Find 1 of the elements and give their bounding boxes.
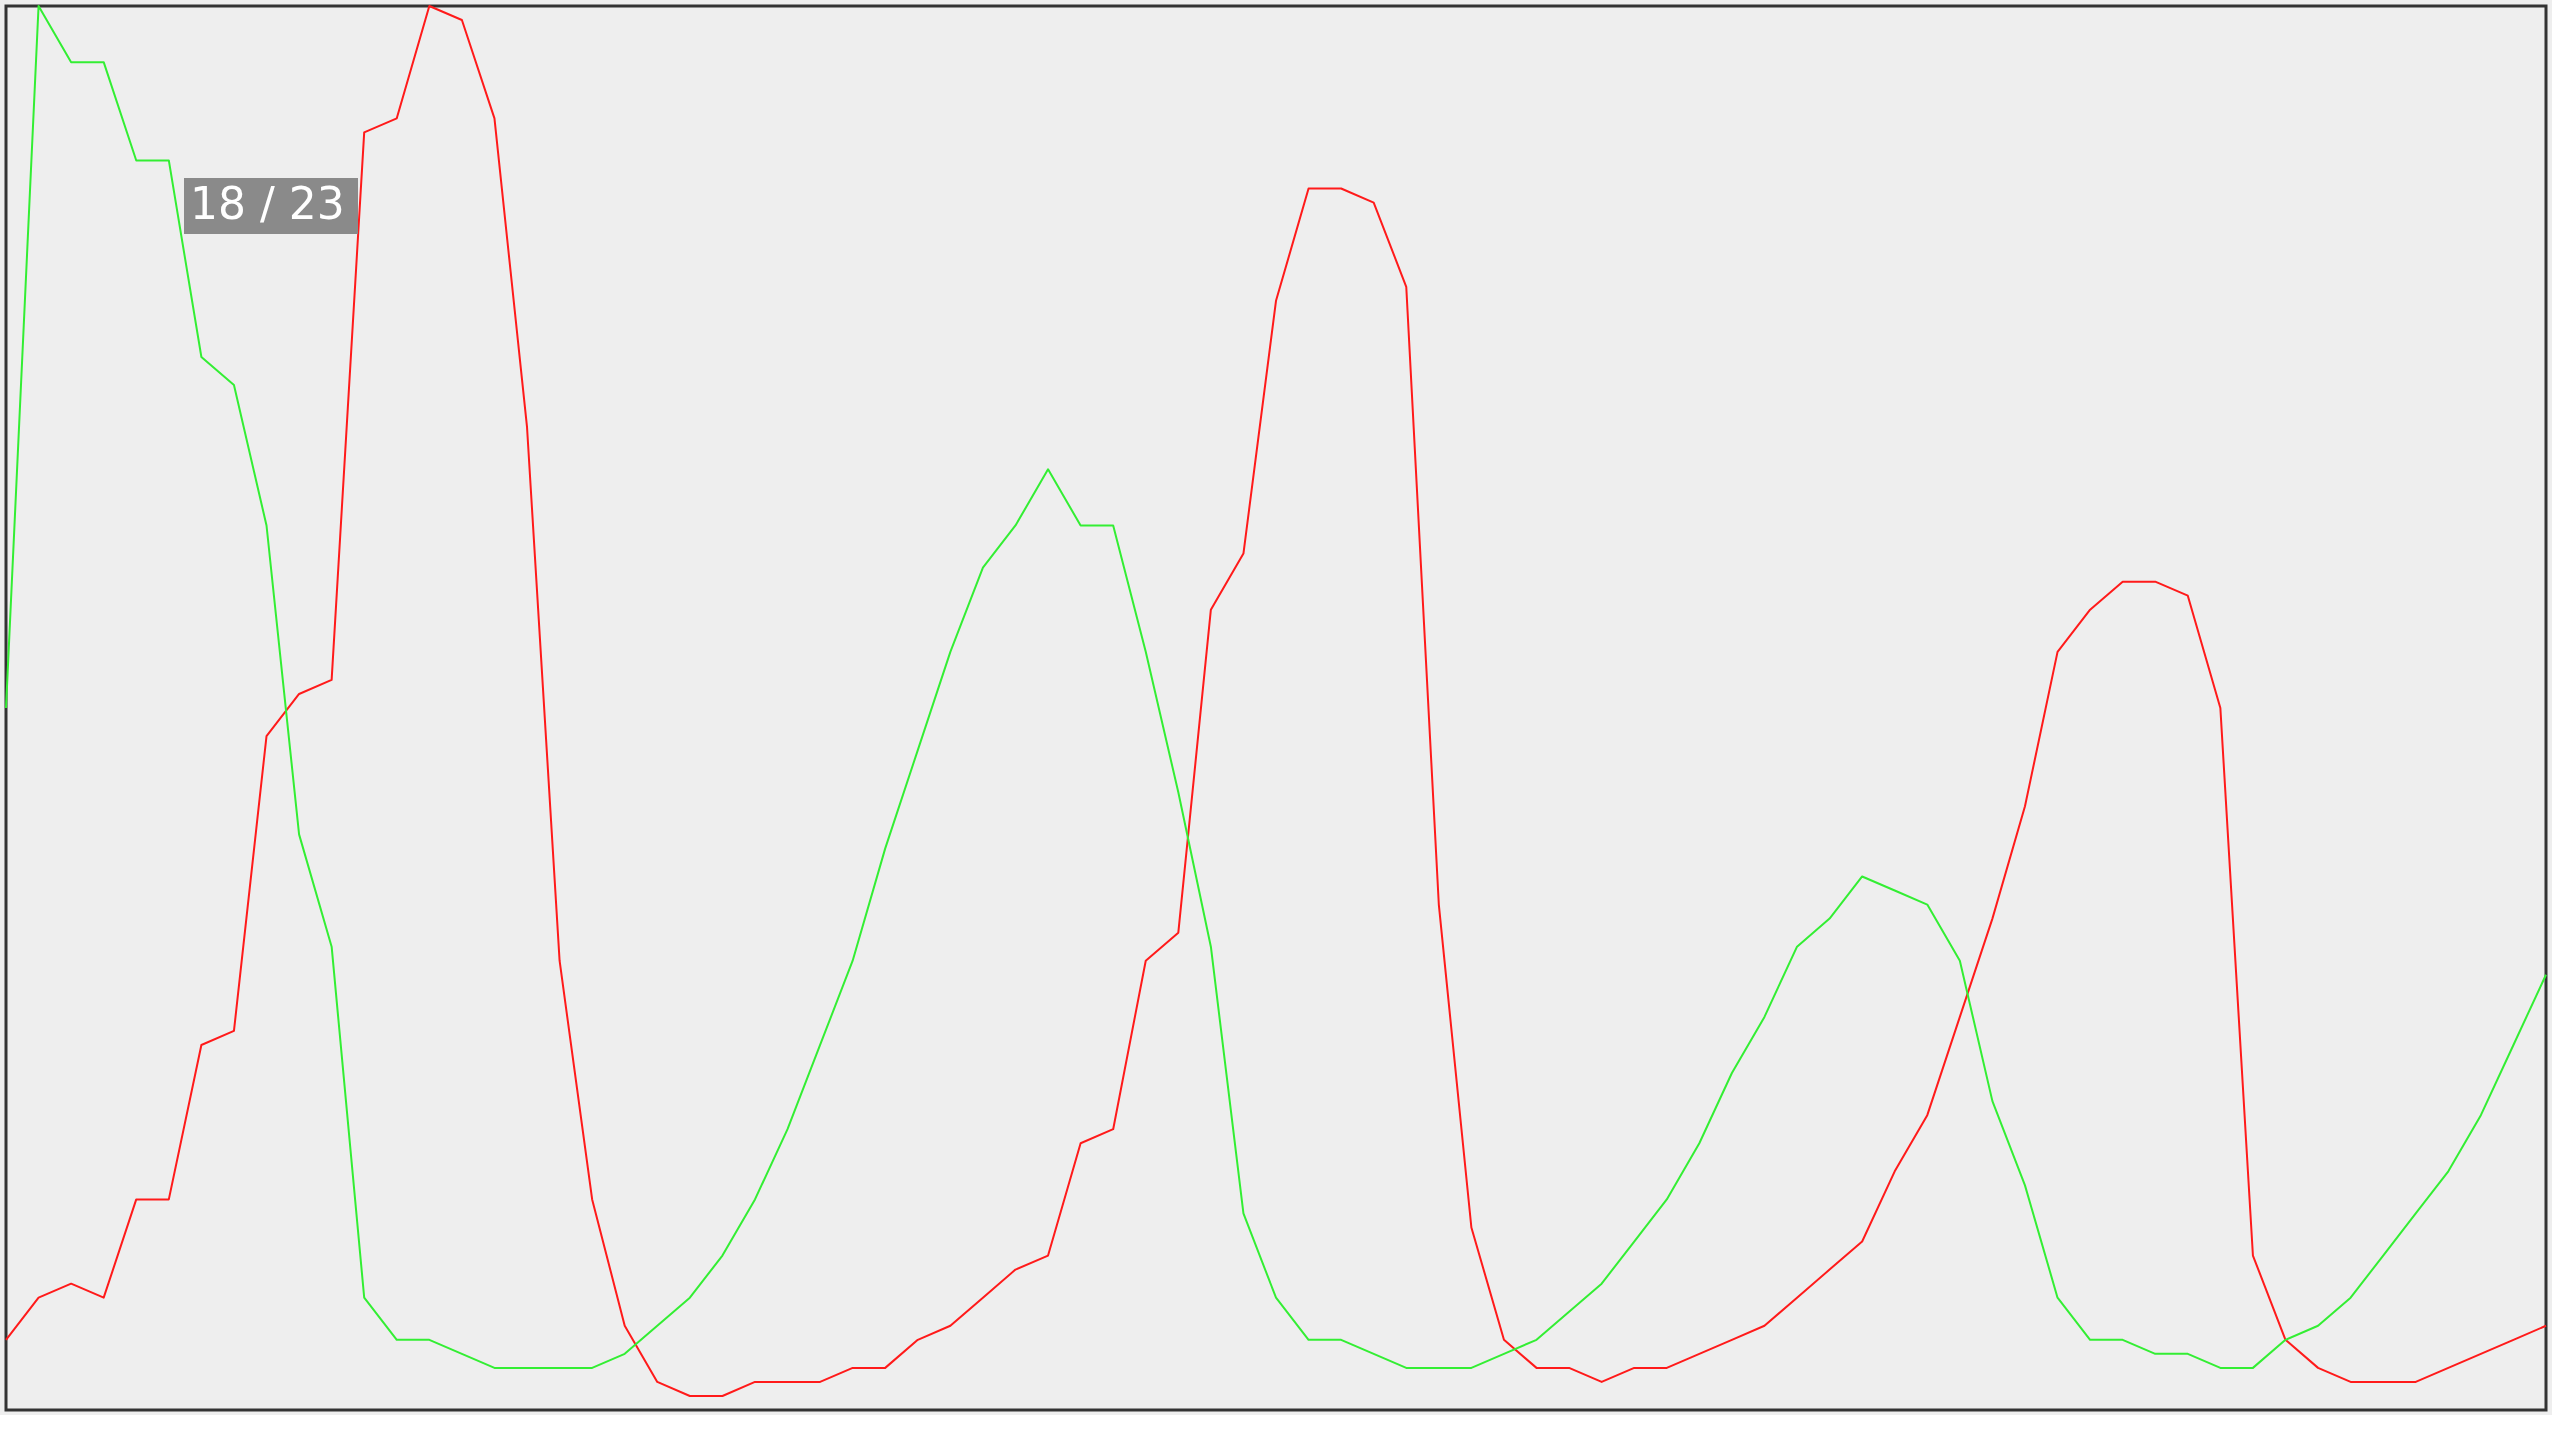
- annotation: 18 / 23: [190, 178, 345, 229]
